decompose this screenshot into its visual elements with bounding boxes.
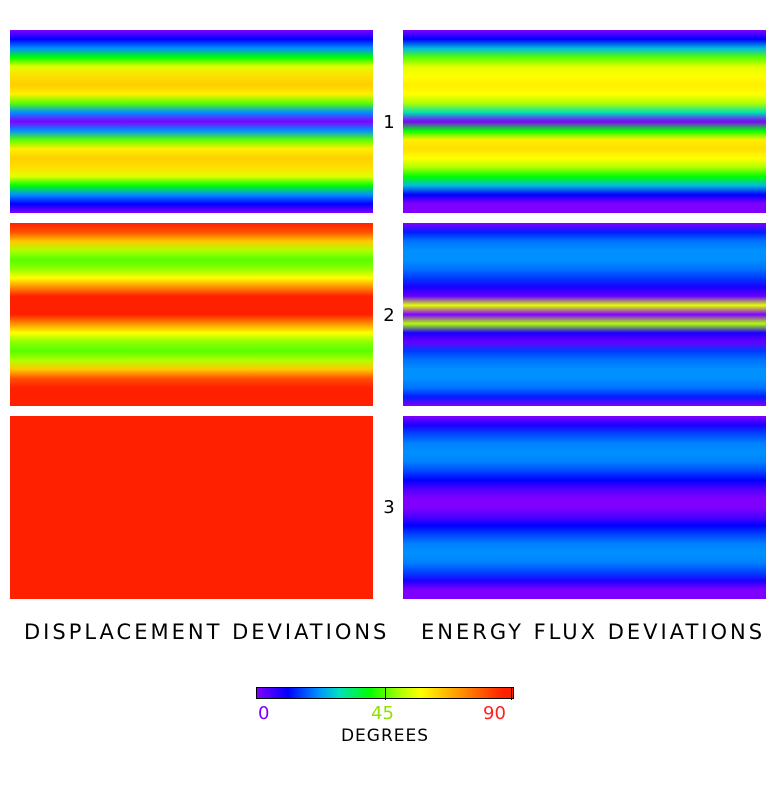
- colorbar: [256, 687, 514, 700]
- heatmap-panel-displacement-2: [10, 223, 373, 406]
- heatmap-panel-energy-flux-2: [403, 223, 766, 406]
- row-label-1: 1: [383, 112, 395, 133]
- heatmap-panel-energy-flux-1: [403, 30, 766, 213]
- heatmap-panel-displacement-3: [10, 416, 373, 599]
- row-label-3: 3: [383, 497, 395, 518]
- row-label-2: 2: [383, 305, 395, 326]
- colorbar-label-0: 0: [258, 703, 270, 724]
- colorbar-title: DEGREES: [340, 726, 430, 746]
- colorbar-label-90: 90: [483, 703, 506, 724]
- colorbar-label-45: 45: [371, 703, 394, 724]
- heatmap-panel-displacement-1: [10, 30, 373, 213]
- colorbar-tick-90: [511, 688, 512, 700]
- heatmap-panel-energy-flux-3: [403, 416, 766, 599]
- colorbar-tick-45: [385, 688, 386, 700]
- column-title-energy-flux: ENERGY FLUX DEVIATIONS: [421, 620, 766, 644]
- column-title-displacement: DISPLACEMENT DEVIATIONS: [24, 620, 390, 644]
